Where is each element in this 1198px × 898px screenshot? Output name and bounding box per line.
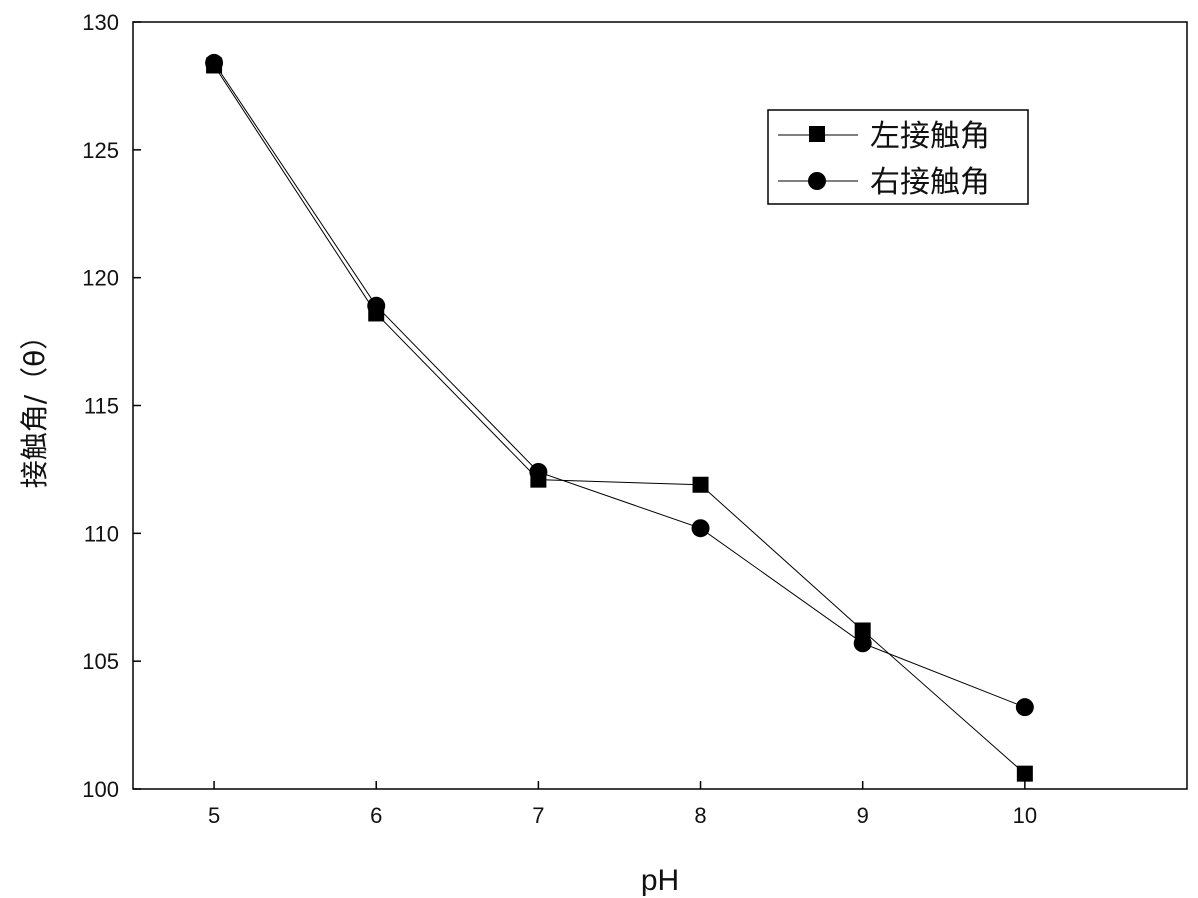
data-point-series-0	[692, 476, 709, 493]
data-point-series-1	[367, 296, 386, 315]
legend-marker-series-1	[808, 172, 826, 190]
data-point-series-0	[854, 622, 871, 639]
y-tick-label: 120	[82, 266, 119, 291]
data-point-series-1	[853, 634, 872, 653]
x-tick-label: 8	[694, 803, 706, 828]
legend-box	[767, 109, 1029, 205]
x-axis-label: pH	[641, 864, 679, 897]
y-axis-label: 接触角/（θ）	[18, 322, 51, 489]
x-tick-label: 10	[1013, 803, 1037, 828]
legend: 左接触角 右接触角	[767, 109, 1029, 205]
y-tick-label: 125	[82, 138, 119, 163]
y-tick-label: 105	[82, 649, 119, 674]
y-tick-label: 110	[84, 521, 119, 546]
data-point-series-1	[205, 53, 224, 72]
y-axis-ticks: 100 105 110 115 120 125 130	[82, 10, 141, 802]
legend-label-series-1: 右接触角	[870, 165, 990, 200]
plot-frame	[132, 21, 1188, 790]
y-tick-label: 100	[82, 777, 119, 802]
data-point-series-1	[691, 519, 710, 538]
x-tick-label: 7	[532, 803, 544, 828]
y-tick-label: 115	[84, 394, 119, 419]
legend-label-series-0: 左接触角	[870, 119, 990, 154]
x-tick-label: 9	[857, 803, 869, 828]
data-point-series-0	[1016, 765, 1033, 782]
data-point-series-1	[529, 462, 548, 481]
x-tick-label: 6	[370, 803, 382, 828]
x-axis-ticks: 5 6 7 8 9 10	[208, 781, 1037, 828]
x-tick-label: 5	[208, 803, 220, 828]
series-layer	[205, 53, 1034, 782]
series-line-1	[213, 62, 1025, 708]
legend-marker-series-0	[809, 126, 825, 142]
y-tick-label: 130	[82, 10, 119, 35]
data-point-series-1	[1015, 698, 1034, 717]
